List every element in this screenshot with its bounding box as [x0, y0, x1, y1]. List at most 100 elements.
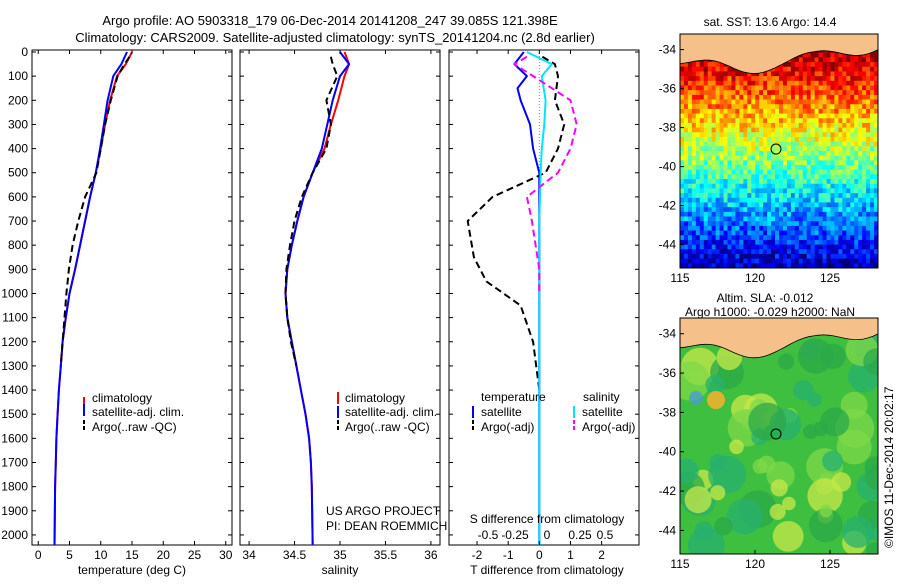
sst-cell [810, 230, 816, 236]
sst-cell [763, 146, 768, 152]
sst-cell [759, 127, 764, 133]
sst-cell [798, 127, 804, 133]
sst-cell [850, 197, 855, 203]
sst-cell [711, 155, 717, 161]
sst-cell [786, 207, 792, 213]
sst-cell [715, 183, 721, 189]
sst-cell [822, 108, 828, 115]
sst-cell [755, 202, 760, 208]
sst-cell [707, 62, 713, 68]
sla-blob [707, 391, 725, 409]
sst-cell [723, 113, 729, 119]
sst-cell [715, 207, 721, 213]
sst-cell [683, 104, 689, 110]
sst-cell [846, 127, 851, 133]
sst-cell [850, 136, 855, 143]
sst-cell [814, 113, 820, 119]
sst-cell [763, 108, 768, 115]
sst-cell [751, 225, 756, 232]
sst-cell [719, 202, 725, 208]
sst-cell [858, 174, 863, 180]
sst-cell [874, 239, 878, 246]
sst-cell [862, 141, 867, 147]
sst-cell [830, 183, 835, 189]
sst-cell [735, 127, 740, 133]
sst-cell [767, 263, 772, 268]
sst-cell [755, 160, 760, 166]
sst-cell [806, 249, 812, 255]
sst-cell [719, 118, 725, 124]
sst-cell [862, 244, 867, 250]
sst-cell [786, 239, 792, 246]
sst-cell [810, 151, 816, 157]
sst-cell [842, 183, 847, 189]
sst-cell [763, 211, 768, 218]
sst-cell [723, 155, 729, 161]
sst-cell [826, 160, 831, 166]
sst-cell [719, 94, 725, 101]
sst-cell [680, 244, 685, 250]
sst-cell [850, 183, 855, 189]
sst-cell [680, 249, 685, 255]
sst-cell [759, 193, 764, 199]
sst-cell [838, 80, 843, 86]
sst-cell [858, 132, 863, 138]
sst-cell [775, 253, 780, 260]
sst-cell [735, 118, 740, 124]
sst-cell [703, 94, 709, 101]
sst-cell [691, 230, 697, 236]
salinity-legend: climatology satellite-adj. clim. Argo(..… [337, 391, 437, 434]
sst-cell [842, 225, 847, 232]
sst-cell [870, 118, 875, 124]
sst-cell [743, 183, 748, 189]
sst-cell [810, 104, 816, 110]
sst-cell [683, 216, 689, 222]
sst-cell [743, 132, 748, 138]
sst-cell [866, 104, 871, 110]
sst-cell [818, 127, 824, 133]
sst-cell [715, 66, 721, 72]
sst-cell [862, 127, 867, 133]
sst-cell [830, 230, 835, 236]
sst-cell [707, 197, 713, 203]
sst-cell [786, 216, 792, 222]
sst-cell [834, 263, 839, 268]
sst-cell [719, 90, 725, 96]
sst-cell [838, 151, 843, 157]
sst-cell [735, 108, 740, 115]
sst-cell [735, 183, 740, 189]
sst-cell [727, 235, 732, 241]
sst-cell [735, 221, 740, 227]
legend-argo-label: Argo(..raw -QC) [92, 420, 177, 434]
sst-cell [818, 221, 824, 227]
sst-cell [719, 258, 725, 264]
sst-cell [687, 239, 693, 246]
sst-cell [838, 52, 843, 58]
sst-cell [834, 113, 839, 119]
sst-cell [838, 197, 843, 203]
sst-cell [866, 263, 871, 268]
sst-cell [846, 174, 851, 180]
y-tick-label: 800 [8, 238, 28, 252]
sst-cell [719, 122, 725, 129]
sst-cell [695, 197, 701, 203]
sst-cell [862, 136, 867, 143]
sst-cell [874, 225, 878, 232]
sst-cell [743, 85, 748, 91]
sst-cell [798, 136, 804, 143]
sst-cell [838, 263, 843, 268]
sst-cell [779, 253, 784, 260]
sst-cell [846, 165, 851, 171]
sst-cell [794, 207, 800, 213]
sst-cell [719, 225, 725, 232]
sst-cell [810, 263, 816, 268]
sst-cell [747, 151, 752, 157]
sst-cell [779, 239, 784, 246]
sst-cell [687, 207, 693, 213]
sst-cell [683, 197, 689, 203]
y-tick-label: 700 [8, 214, 28, 228]
sst-cell [775, 207, 780, 213]
sst-cell [747, 71, 752, 77]
sst-cell [838, 202, 843, 208]
sst-cell [850, 57, 855, 63]
